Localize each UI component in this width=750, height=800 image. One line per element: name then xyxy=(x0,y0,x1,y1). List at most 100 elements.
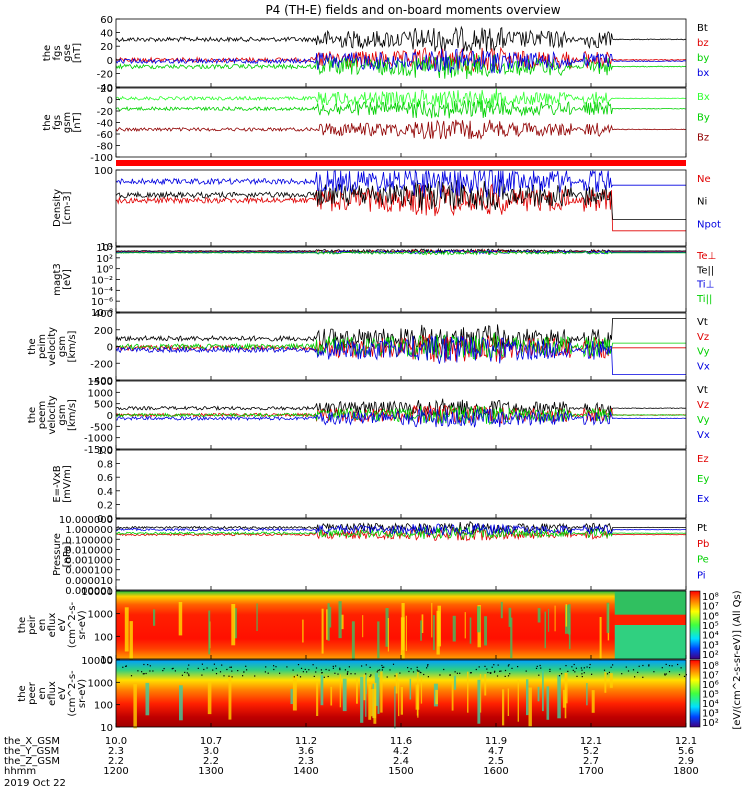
legend-entry: Vx xyxy=(697,361,710,372)
heatmap-noise xyxy=(323,676,325,678)
heatmap-noise xyxy=(612,664,614,666)
series-pe xyxy=(115,526,687,540)
heatmap-streak xyxy=(562,689,567,708)
y-tick-label: 0.100000 xyxy=(65,535,113,546)
y-tick-label: -400 xyxy=(90,376,113,387)
legend-entry: Pb xyxy=(697,539,709,550)
heatmap-streak xyxy=(302,619,304,643)
ylabel-line: the xyxy=(17,617,28,633)
legend-entry: bx xyxy=(697,68,709,79)
heatmap-noise xyxy=(423,673,425,676)
heatmap-streak xyxy=(351,621,355,666)
heatmap-streak xyxy=(316,682,319,716)
y-tick-label: -40 xyxy=(97,83,113,94)
heatmap-noise xyxy=(504,675,506,677)
heatmap-streak xyxy=(234,608,237,639)
ylabel-line: eflux xyxy=(47,681,58,706)
ylabel-line: (cm^2-s- xyxy=(67,670,78,717)
heatmap-noise xyxy=(273,668,275,671)
legend-entry: bz xyxy=(697,38,709,49)
ylabel-line: eV xyxy=(57,618,68,631)
heatmap-streak xyxy=(400,617,405,665)
heatmap-streak xyxy=(377,621,380,659)
heatmap-noise xyxy=(454,671,456,673)
heatmap-noise xyxy=(573,663,575,666)
ylabel-line: eV xyxy=(57,687,68,700)
colorbar-tick: 10⁵ xyxy=(702,690,719,701)
y-tick-label: 100 xyxy=(94,701,113,712)
x-axis-row-name: the_X_GSM xyxy=(4,736,60,747)
y-tick-label: 10000 xyxy=(81,656,113,667)
heatmap-streak xyxy=(179,685,183,721)
heatmap-streak xyxy=(207,681,212,715)
heatmap-streak xyxy=(320,675,324,706)
heatmap-noise xyxy=(125,665,127,667)
heatmap-noise xyxy=(361,665,363,667)
heatmap-streak xyxy=(537,686,540,702)
ylabel-line: eflux xyxy=(47,613,58,638)
heatmap-noise xyxy=(221,664,223,666)
heatmap-noise xyxy=(420,672,422,674)
heatmap-noise xyxy=(486,668,488,670)
heatmap-noise xyxy=(389,669,391,671)
series-pi xyxy=(115,522,687,537)
heatmap-noise xyxy=(571,666,573,668)
heatmap-noise xyxy=(304,668,306,670)
heatmap-noise xyxy=(511,667,513,669)
heatmap-noise xyxy=(664,673,666,675)
heatmap-noise xyxy=(383,666,385,668)
legend-entry: Ey xyxy=(697,474,709,485)
heatmap-noise xyxy=(558,675,561,677)
legend-entry: Pt xyxy=(697,523,707,534)
ylabel-line: peer xyxy=(27,681,38,705)
panel-p6: the peem velocity gsm [km/s] Vt Vz Vy Vx 15001000… xyxy=(27,377,710,456)
heatmap-noise xyxy=(212,669,214,671)
ylabel-line: gsm xyxy=(57,404,68,425)
heatmap-noise xyxy=(426,667,428,669)
heatmap-noise xyxy=(296,674,298,676)
colorbar-p10 xyxy=(689,659,701,728)
y-tick-label: 0.6 xyxy=(97,473,113,484)
y-tick-label: 10 xyxy=(100,723,113,734)
heatmap-streak xyxy=(321,608,324,654)
heatmap-noise xyxy=(668,665,671,667)
heatmap-noise xyxy=(642,676,644,678)
y-tick-label: 20 xyxy=(100,84,113,95)
heatmap-streak xyxy=(502,689,505,726)
heatmap-streak xyxy=(548,608,550,632)
colorbar-tick: 10⁵ xyxy=(702,621,719,632)
heatmap-noise xyxy=(346,673,348,675)
heatmap-streak xyxy=(327,603,330,641)
heatmap-noise xyxy=(491,666,493,668)
date-label: 2019 Oct 22 xyxy=(4,778,66,789)
heatmap-noise xyxy=(581,673,583,675)
heatmap-streak xyxy=(528,687,532,727)
heatmap-noise xyxy=(678,674,681,676)
heatmap-noise xyxy=(567,670,569,672)
heatmap-noise xyxy=(149,670,151,672)
heatmap-noise xyxy=(215,667,217,670)
heatmap-noise xyxy=(496,675,499,677)
heatmap-streak xyxy=(591,690,595,713)
heatmap-noise xyxy=(416,666,418,668)
ylabel-line: [nPa] xyxy=(62,541,73,567)
heatmap-noise xyxy=(443,668,445,671)
heatmap-streak xyxy=(231,604,236,646)
heatmap-noise xyxy=(668,671,671,673)
heatmap-noise xyxy=(254,675,256,677)
heatmap-noise xyxy=(149,665,151,667)
heatmap-noise xyxy=(302,671,304,673)
y-tick-label: 10000 xyxy=(81,587,113,598)
heatmap-noise xyxy=(493,664,495,666)
plot-area-p1 xyxy=(116,19,686,87)
colorbar-tick: 10⁴ xyxy=(702,699,719,710)
heatmap-noise xyxy=(231,676,233,678)
series-by xyxy=(115,99,687,119)
heatmap-noise xyxy=(335,665,337,667)
y-tick-label: 100 xyxy=(94,632,113,643)
heatmap-noise xyxy=(231,670,233,672)
heatmap-streak xyxy=(604,672,607,693)
heatmap-streak xyxy=(546,686,550,720)
heatmap-streak xyxy=(372,688,377,719)
heatmap-noise xyxy=(439,674,441,676)
